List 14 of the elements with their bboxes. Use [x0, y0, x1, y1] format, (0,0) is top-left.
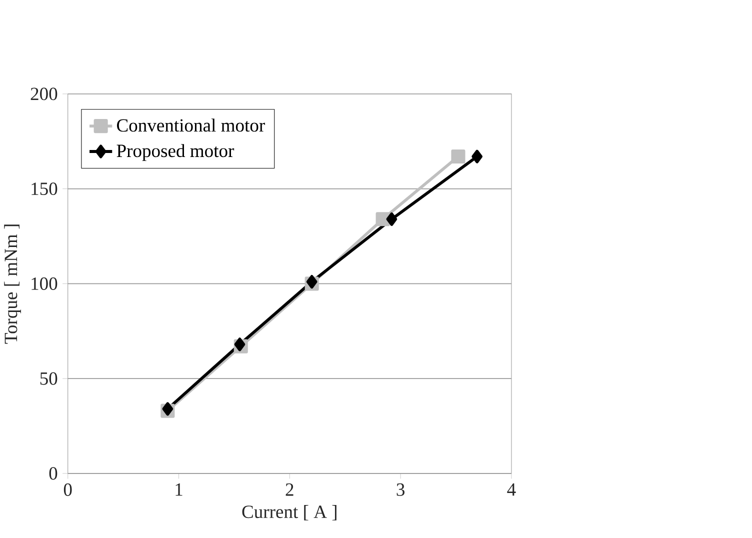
x-tick-label: 0: [64, 484, 72, 496]
x-tick-label: 1: [176, 484, 182, 496]
x-tick-label: 4: [507, 484, 516, 496]
legend-label: Proposed motor: [116, 144, 234, 162]
y-axis-title: Torque [ mNm ]: [4, 224, 21, 344]
x-tick-label: 3: [396, 484, 404, 496]
legend-label: Conventional motor: [116, 118, 265, 132]
y-tick-label: 150: [32, 182, 58, 196]
x-axis-title: Current [ A ]: [242, 505, 336, 521]
x-tick-label: 2: [286, 484, 294, 496]
y-tick-label: 100: [32, 278, 58, 290]
y-tick-label: 50: [40, 372, 58, 386]
y-tick-label: 0: [49, 467, 58, 480]
y-tick-label: 200: [30, 88, 58, 100]
